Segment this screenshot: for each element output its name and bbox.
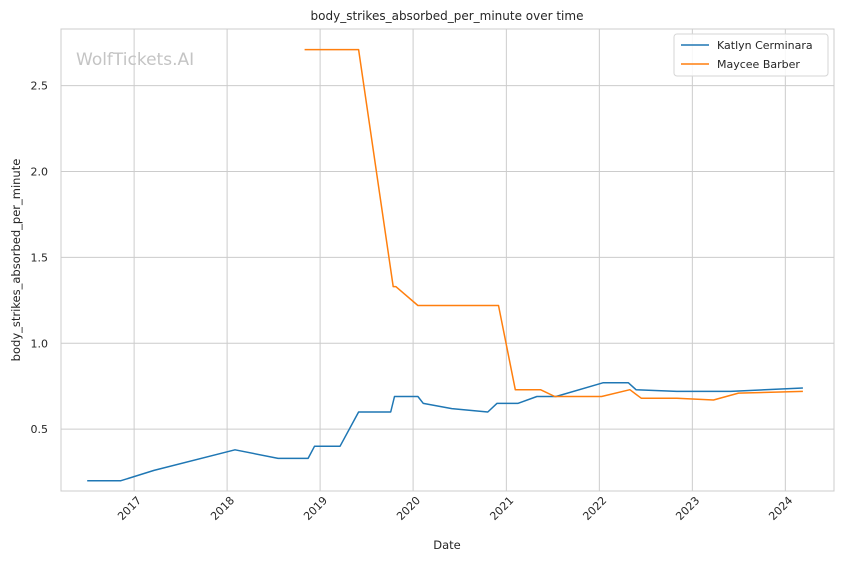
legend-label-maycee-barber: Maycee Barber <box>717 58 800 71</box>
y-tick-label: 2.0 <box>31 166 49 179</box>
legend: Katlyn Cerminara Maycee Barber <box>673 33 829 77</box>
series-lines <box>87 48 803 482</box>
legend-box <box>673 33 829 77</box>
legend-label-katlyn-cerminara: Katlyn Cerminara <box>717 39 813 52</box>
series-line-katlyn-cerminara <box>87 382 803 482</box>
y-tick-label: 0.5 <box>31 423 49 436</box>
x-axis-label: Date <box>433 538 461 552</box>
watermark: WolfTickets.AI <box>76 50 194 70</box>
y-tick-label: 1.5 <box>31 251 49 264</box>
y-axis-label: body_strikes_absorbed_per_minute <box>9 159 23 362</box>
y-tick-label: 2.5 <box>31 80 49 93</box>
plot-frame <box>60 28 835 492</box>
y-axis-ticks: 0.5 1.0 1.5 2.0 2.5 <box>31 80 49 436</box>
series-line-maycee-barber <box>304 48 803 401</box>
chart-title: body_strikes_absorbed_per_minute over ti… <box>311 9 584 23</box>
y-tick-label: 1.0 <box>31 337 49 350</box>
grid-lines <box>61 29 834 491</box>
